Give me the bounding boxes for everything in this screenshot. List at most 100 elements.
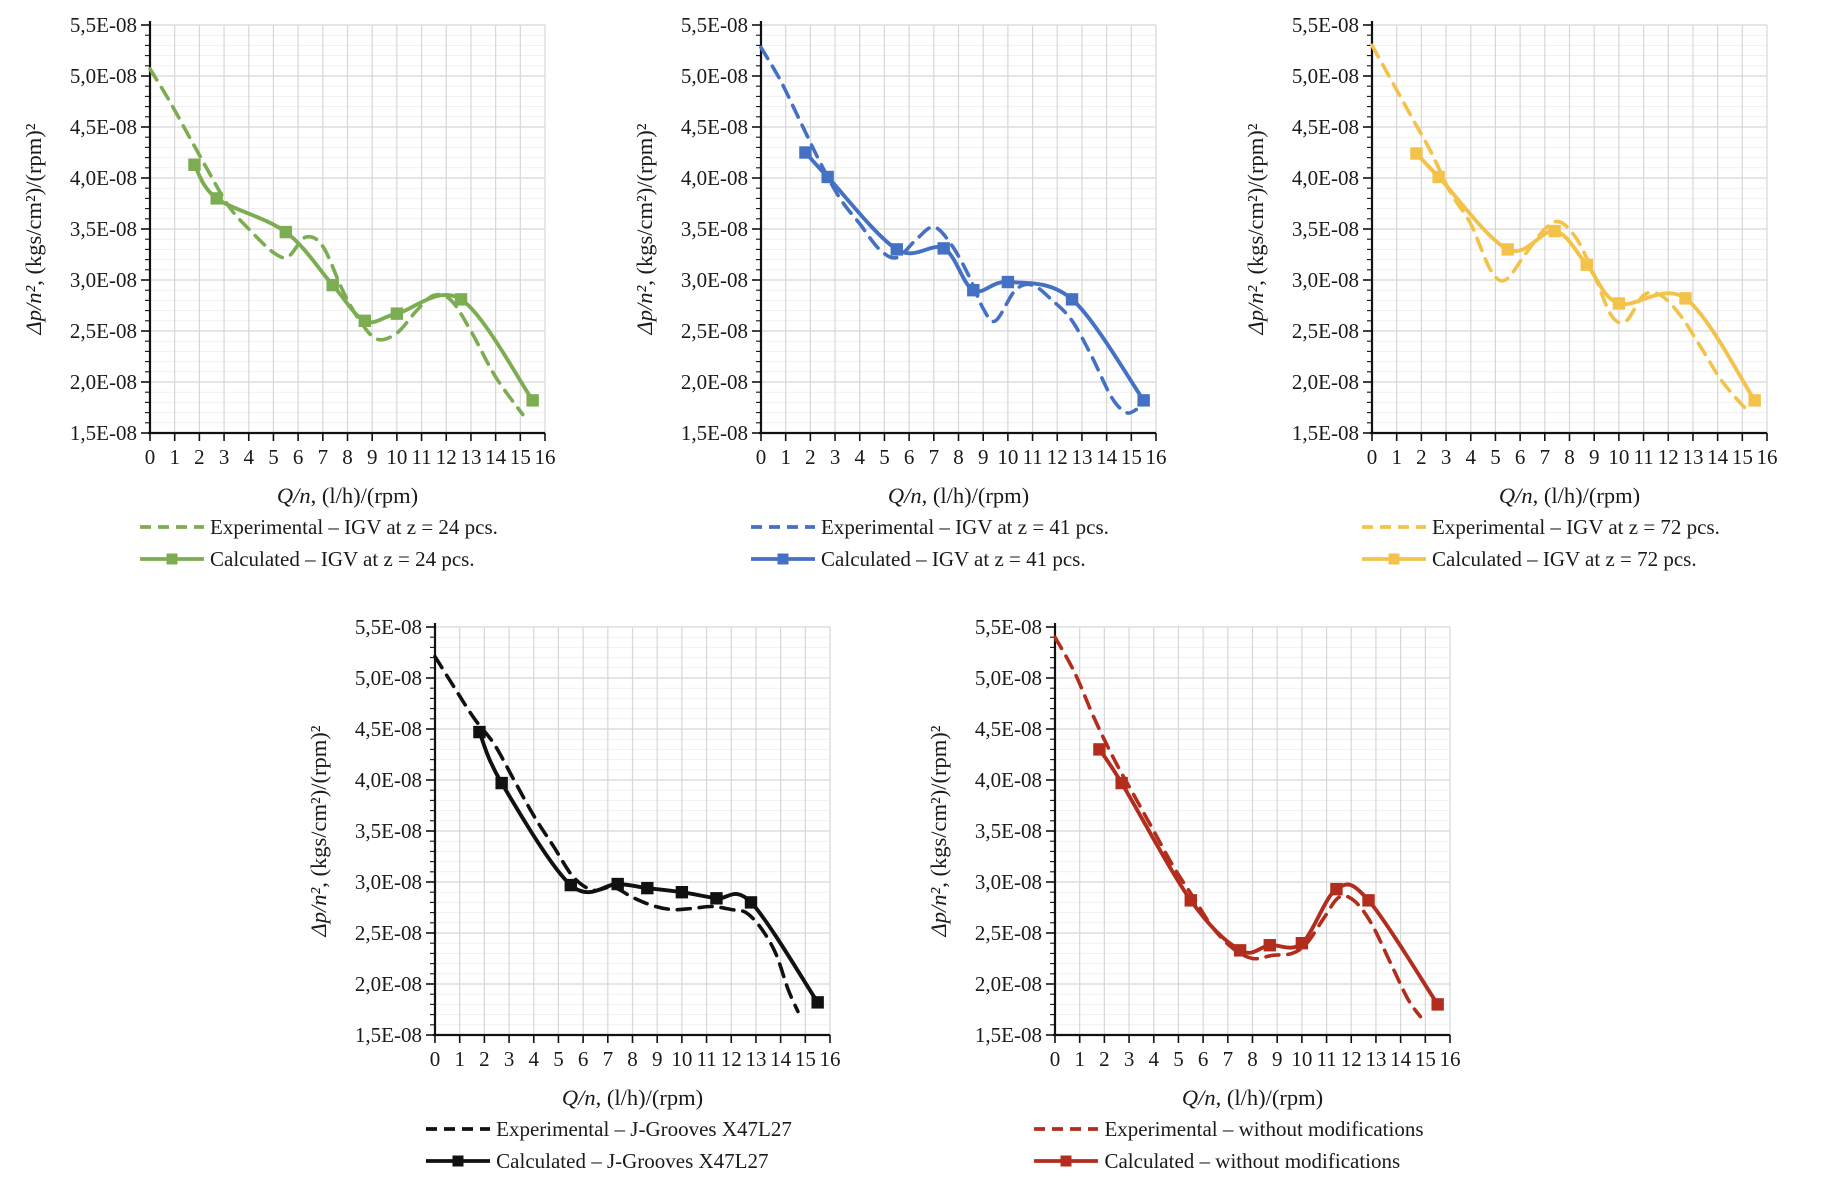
svg-text:14: 14: [1707, 445, 1729, 469]
axes: [752, 21, 1157, 441]
svg-text:9: 9: [367, 445, 378, 469]
svg-text:5,0E-08: 5,0E-08: [975, 666, 1042, 690]
chart-j-grooves-legend: Experimental – J-Grooves X47L27 Calculat…: [285, 1116, 905, 1174]
svg-text:5,0E-08: 5,0E-08: [681, 64, 748, 88]
svg-text:3: 3: [504, 1047, 515, 1071]
svg-text:1,5E-08: 1,5E-08: [355, 1023, 422, 1047]
legend-item-calculated: Calculated – IGV at z = 24 pcs.: [138, 546, 475, 572]
svg-text:5,0E-08: 5,0E-08: [355, 666, 422, 690]
legend-item-experimental: Experimental – IGV at z = 24 pcs.: [138, 514, 498, 540]
svg-text:5,0E-08: 5,0E-08: [1292, 64, 1359, 88]
svg-text:4,0E-08: 4,0E-08: [70, 166, 137, 190]
svg-text:3,5E-08: 3,5E-08: [681, 217, 748, 241]
svg-text:3,0E-08: 3,0E-08: [681, 268, 748, 292]
legend-label-experimental: Experimental – IGV at z = 72 pcs.: [1432, 515, 1720, 539]
x-axis-title: Q/n, (l/h)/(rpm): [277, 483, 418, 508]
svg-text:1,5E-08: 1,5E-08: [70, 421, 137, 445]
legend-line-sample-calculated: [1034, 1155, 1099, 1167]
calculated-markers: [1093, 743, 1444, 1011]
svg-text:5: 5: [553, 1047, 564, 1071]
svg-text:2,0E-08: 2,0E-08: [1292, 370, 1359, 394]
grid: [1372, 24, 1768, 433]
calculated-curve: [1097, 747, 1440, 1007]
legend-label-experimental: Experimental – without modifications: [1104, 1117, 1424, 1141]
y-axis-title: Δp/n², (kgs/cm²)/(rpm)²: [926, 725, 951, 937]
svg-text:2: 2: [194, 445, 205, 469]
chart-j-grooves-plot: 5,5E-08 5,0E-08 4,5E-08 4,0E-08 3,5E-08 3,0E-…: [306, 615, 841, 1110]
svg-text:16: 16: [1440, 1047, 1461, 1071]
svg-text:6: 6: [1198, 1047, 1209, 1071]
axis-tick-labels: 5,5E-08 5,0E-08 4,5E-08 4,0E-08 3,5E-08 3,0E-…: [681, 13, 1167, 469]
svg-text:13: 13: [745, 1047, 766, 1071]
svg-text:13: 13: [1071, 445, 1092, 469]
svg-text:7: 7: [603, 1047, 614, 1071]
x-axis-title: Q/n, (l/h)/(rpm): [562, 1085, 703, 1110]
svg-text:14: 14: [1390, 1047, 1412, 1071]
legend-label-experimental: Experimental – IGV at z = 41 pcs.: [821, 515, 1109, 539]
svg-text:5: 5: [268, 445, 279, 469]
calculated-curve: [477, 730, 820, 1005]
y-axis-title: Δp/n², (kgs/cm²)/(rpm)²: [21, 123, 46, 335]
legend-label-calculated: Calculated – IGV at z = 72 pcs.: [1432, 547, 1697, 571]
svg-text:10: 10: [1608, 445, 1629, 469]
svg-text:12: 12: [1341, 1047, 1362, 1071]
grid: [1055, 626, 1451, 1035]
svg-text:0: 0: [1050, 1047, 1061, 1071]
x-axis-title: Q/n, (l/h)/(rpm): [1182, 1085, 1323, 1110]
svg-text:3,0E-08: 3,0E-08: [70, 268, 137, 292]
chart-igv-z72-block: 5,5E-08 5,0E-08 4,5E-08 4,0E-08 3,5E-08 3,0E-…: [1222, 0, 1832, 572]
svg-text:1,5E-08: 1,5E-08: [681, 421, 748, 445]
axes: [426, 623, 831, 1043]
svg-text:12: 12: [1047, 445, 1068, 469]
svg-text:11: 11: [1022, 445, 1042, 469]
svg-text:7: 7: [1223, 1047, 1234, 1071]
svg-text:2,5E-08: 2,5E-08: [975, 921, 1042, 945]
svg-text:4,0E-08: 4,0E-08: [975, 768, 1042, 792]
svg-text:4: 4: [244, 445, 255, 469]
svg-text:12: 12: [721, 1047, 742, 1071]
svg-text:4,5E-08: 4,5E-08: [975, 717, 1042, 741]
svg-text:3: 3: [1441, 445, 1452, 469]
svg-text:2: 2: [805, 445, 816, 469]
svg-text:9: 9: [1272, 1047, 1283, 1071]
legend-line-sample-experimental: [1362, 525, 1427, 529]
svg-text:4: 4: [1149, 1047, 1160, 1071]
svg-text:9: 9: [652, 1047, 663, 1071]
experimental-curve: [1053, 635, 1423, 1019]
svg-text:6: 6: [904, 445, 915, 469]
calculated-markers: [1410, 147, 1761, 407]
svg-text:1: 1: [454, 1047, 465, 1071]
experimental-curve: [148, 67, 525, 417]
chart-igv-z41-plot: 5,5E-08 5,0E-08 4,5E-08 4,0E-08 3,5E-08 3,0E-…: [632, 13, 1167, 508]
svg-text:4: 4: [1466, 445, 1477, 469]
svg-text:10: 10: [1291, 1047, 1312, 1071]
svg-text:2,0E-08: 2,0E-08: [975, 972, 1042, 996]
legend-line-sample-calculated: [751, 553, 816, 565]
axis-tick-labels: 5,5E-08 5,0E-08 4,5E-08 4,0E-08 3,5E-08 3,0E-…: [355, 615, 841, 1071]
svg-text:6: 6: [293, 445, 304, 469]
legend-item-calculated: Calculated – IGV at z = 41 pcs.: [749, 546, 1086, 572]
svg-text:4: 4: [855, 445, 866, 469]
svg-text:4,0E-08: 4,0E-08: [1292, 166, 1359, 190]
svg-text:10: 10: [386, 445, 407, 469]
svg-text:9: 9: [1589, 445, 1600, 469]
chart-igv-z24-block: 5,5E-08 5,0E-08 4,5E-08 4,0E-08 3,5E-08 3,0E-…: [0, 0, 610, 572]
svg-text:13: 13: [1682, 445, 1703, 469]
svg-text:3,5E-08: 3,5E-08: [1292, 217, 1359, 241]
svg-text:2,5E-08: 2,5E-08: [681, 319, 748, 343]
svg-text:11: 11: [1316, 1047, 1336, 1071]
svg-text:15: 15: [1121, 445, 1142, 469]
legend-item-experimental: Experimental – J-Grooves X47L27: [424, 1116, 792, 1142]
chart-igv-z24-plot: 5,5E-08 5,0E-08 4,5E-08 4,0E-08 3,5E-08 3,0E-…: [21, 13, 556, 508]
svg-text:6: 6: [578, 1047, 589, 1071]
svg-text:4,5E-08: 4,5E-08: [355, 717, 422, 741]
svg-text:2,0E-08: 2,0E-08: [355, 972, 422, 996]
svg-text:3,5E-08: 3,5E-08: [975, 819, 1042, 843]
svg-text:15: 15: [1415, 1047, 1436, 1071]
svg-text:2: 2: [1416, 445, 1427, 469]
svg-text:4,5E-08: 4,5E-08: [70, 115, 137, 139]
legend-line-sample-calculated: [140, 553, 205, 565]
svg-text:16: 16: [1146, 445, 1167, 469]
grid: [761, 24, 1157, 433]
